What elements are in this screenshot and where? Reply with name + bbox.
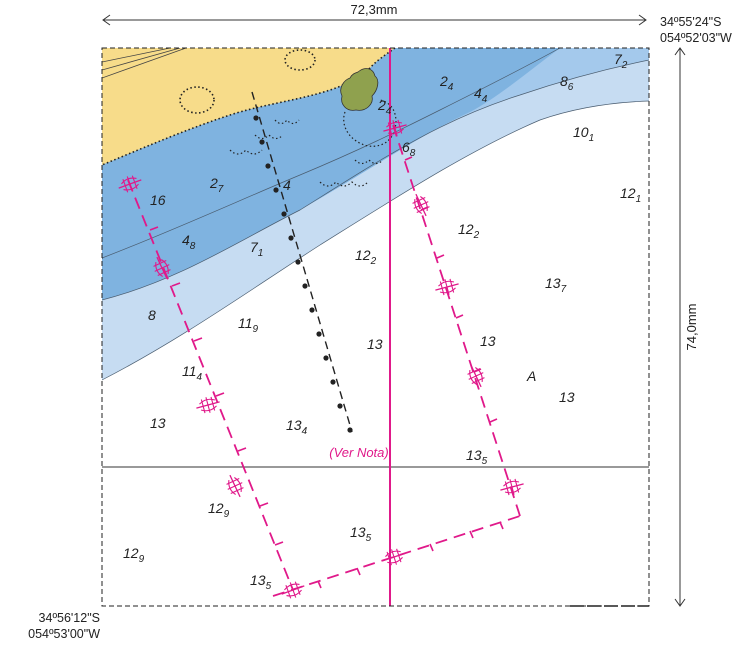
depth-contour-3 [102,100,649,381]
sounding: 16 [150,192,166,208]
sounding: 135 [350,524,372,544]
width-dimension: 72,3mm [102,2,647,26]
wreck-icon [463,361,489,391]
sounding: 13 [559,389,575,405]
dotted-islet [179,86,215,114]
sounding: 13 [480,333,496,349]
sounding: 4 [283,177,291,193]
sounding: A [526,368,536,384]
sounding: 24 [377,97,392,117]
sounding: 121 [620,185,641,205]
rock-outcrop [340,68,379,111]
bottom-left-longitude: 054º53'00"W [28,627,100,641]
sounding: 13 [150,415,166,431]
height-label: 74,0mm [684,304,699,351]
sounding: 122 [458,221,480,241]
chart-frame [101,47,650,607]
bottom-left-latitude: 34º56'12"S [39,611,100,625]
wreck-icon [408,190,434,220]
wreck-icon [432,275,462,299]
restricted-area-boundary [127,124,521,597]
boundary-ticks [149,156,504,589]
sounding: 71 [250,239,263,259]
sounding: 135 [466,447,488,467]
sounding: 24 [439,73,454,93]
road-lines [102,48,187,79]
note-label: (Ver Nota) [329,445,388,460]
top-right-longitude: 054º52'03"W [660,31,732,45]
sounding: 8 [148,307,156,323]
sounding: 27 [209,175,224,195]
pipeline-dots [251,91,353,433]
wreck-icon [222,471,248,501]
width-label: 72,3mm [351,2,398,17]
dotted-islet [284,49,316,71]
sounding: 129 [123,545,145,565]
sounding: 68 [402,139,416,159]
sounding: 3 [95,252,103,268]
sounding: 13 [367,336,383,352]
sounding: 135 [250,572,272,592]
top-right-latitude: 34º55'24"S [660,15,721,29]
sounding: 114 [182,363,203,383]
wreck-icon [193,393,223,417]
sounding: 72 [614,51,628,71]
sounding: 86 [560,73,574,93]
wreck-icon [278,577,308,603]
sounding: 119 [238,315,259,335]
coastline [102,48,396,166]
height-dimension: 74,0mm [674,47,699,607]
sounding: 44 [474,85,488,105]
sounding: 101 [573,124,594,144]
sounding: 137 [545,275,567,295]
sounding: 129 [208,500,230,520]
wreck-icon [497,475,527,499]
rock-outline [343,99,397,147]
sounding: 48 [182,232,196,252]
wreck-icon [379,545,409,569]
sounding: 134 [286,417,308,437]
land-area [102,48,395,165]
soundings-layer: 72 86 24 44 24 101 68 121 16 27 4 122 48 71 122 137 8 119… [95,51,641,592]
sounding: 122 [355,247,377,267]
depth-contour-1 [102,48,561,259]
